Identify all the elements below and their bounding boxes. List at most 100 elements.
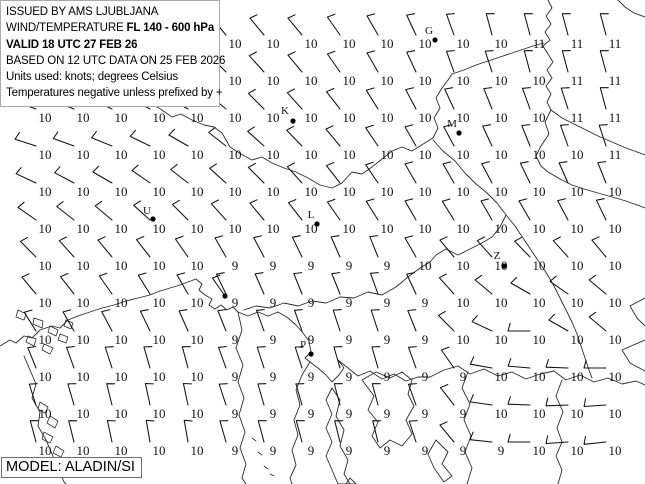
wind-barb [131,164,151,184]
wind-barb [209,163,227,184]
wind-barb [439,236,455,258]
temperature-value: 11 [609,147,622,162]
temperature-value: 11 [609,73,622,88]
temperature-value: 10 [381,36,394,51]
temperature-value: 11 [571,36,584,51]
wind-barb [480,198,493,221]
wind-barb [170,164,189,184]
temperature-value: 10 [153,258,166,273]
temperature-value: 10 [153,406,166,421]
temperature-value: 10 [609,443,622,458]
temperature-value: 9 [422,443,429,458]
temperature-value: 9 [422,369,429,384]
island-path [361,371,415,449]
wind-barb [333,346,343,369]
station-letter: M [447,118,457,130]
temperature-value: 11 [609,110,622,125]
temperature-value: 10 [495,406,508,421]
wind-barb [219,420,229,443]
temperature-value: 9 [384,406,391,421]
wind-barb [445,50,455,73]
wind-barb [171,199,189,221]
wind-barb [510,276,531,295]
wind-barb [545,359,569,369]
wind-barb [287,51,303,73]
border-path [505,214,593,379]
temperature-value: 10 [267,147,280,162]
wind-barb [59,272,75,295]
wind-barb [559,124,569,147]
wind-barb [588,274,607,295]
temperature-value: 10 [495,369,508,384]
wind-barb [181,346,191,369]
temperature-value: 9 [384,295,391,310]
wind-barb [104,346,114,369]
temperature-value: 10 [533,221,546,236]
temperature-value: 10 [495,221,508,236]
border-path [617,0,645,18]
wind-barb [332,309,342,332]
temperature-value: 10 [77,332,90,347]
wind-barb [247,126,265,147]
wind-barb [445,13,455,36]
temperature-value: 10 [343,221,356,236]
temperature-value: 10 [305,147,318,162]
station-letter: U [143,205,151,217]
wind-barb [439,383,455,406]
temperature-value: 10 [343,147,356,162]
wind-barb [334,420,344,443]
temperature-value: 9 [232,369,239,384]
temperature-value: 10 [267,184,280,199]
border-path [550,109,645,156]
temperature-value: 9 [308,369,315,384]
temperature-value: 10 [419,36,432,51]
temperature-value: 10 [533,295,546,310]
border-path [429,139,507,263]
temperature-value: 10 [305,73,318,88]
station-dot [222,293,228,299]
temperature-value: 10 [457,184,470,199]
wind-barb [482,124,493,147]
wind-barb [21,273,37,295]
wind-barb [481,161,493,184]
temperature-value: 10 [153,295,166,310]
temperature-value: 10 [457,221,470,236]
wind-barb [326,50,341,73]
wind-barb [91,130,113,147]
wind-barb [29,420,39,443]
temperature-value: 10 [571,147,584,162]
wind-barb [599,87,609,110]
wind-barb [588,311,607,332]
model-label: MODEL: ALADIN/SI [6,459,135,475]
wind-barb [519,161,531,184]
temperature-value: 10 [571,221,584,236]
temperature-value: 10 [115,221,128,236]
temperature-value: 9 [270,406,277,421]
wind-barb [507,322,531,332]
based-on-line: BASED ON 12 UTC DATA ON 25 FEB 2026 [6,54,226,67]
wind-barb [210,199,227,221]
temperature-value: 10 [457,110,470,125]
wind-barb [15,167,37,184]
wind-barb [247,162,265,184]
temperature-value: 10 [115,443,128,458]
wind-barb [557,198,569,221]
wind-barb [255,309,265,332]
border-path [243,261,431,311]
temperature-value: 10 [153,369,166,384]
coastline-path [337,359,645,386]
wind-barb [441,198,455,221]
temperature-value: 9 [232,295,239,310]
wind-barb [406,13,417,36]
temperature-value: 10 [495,147,508,162]
temperature-value: 10 [115,258,128,273]
temperature-value: 10 [495,73,508,88]
temperature-value: 10 [381,73,394,88]
temperature-value: 10 [381,184,394,199]
temperature-value: 10 [267,221,280,236]
wind-barb [97,236,113,258]
wind-barb [408,420,418,443]
wind-barb [67,383,77,406]
temperature-value: 10 [153,184,166,199]
